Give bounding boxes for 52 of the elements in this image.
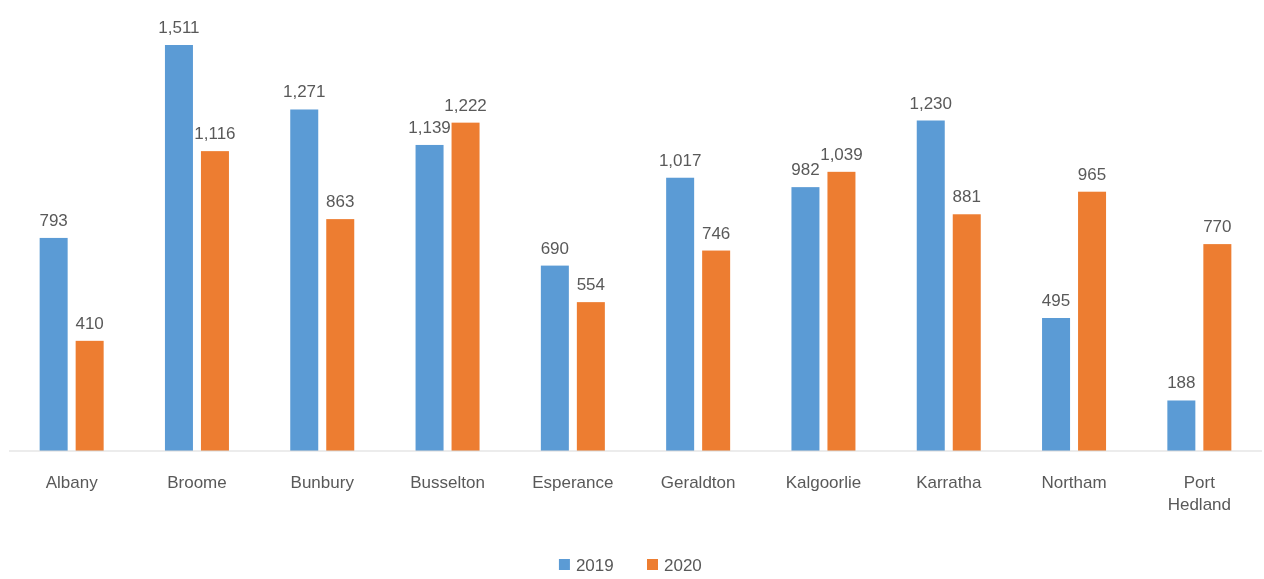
x-tick-label: Karratha <box>916 473 982 492</box>
legend-label: 2019 <box>575 556 614 575</box>
x-tick-label: Busselton <box>410 473 485 492</box>
bar <box>540 265 569 451</box>
bar <box>916 120 945 451</box>
bar <box>326 219 355 451</box>
legend-label: 2020 <box>664 556 702 575</box>
bar <box>451 122 480 451</box>
bar <box>200 151 229 451</box>
x-tick-label: Port Hedland <box>1167 473 1232 514</box>
bar <box>39 237 68 451</box>
data-label: 1,116 <box>194 124 236 144</box>
bar <box>1167 400 1196 451</box>
data-label: 982 <box>791 160 820 180</box>
data-label: 1,039 <box>820 144 863 164</box>
bar <box>702 250 731 451</box>
data-label: 965 <box>1077 164 1107 184</box>
bar <box>827 171 856 451</box>
data-label: 188 <box>1167 373 1196 393</box>
bar <box>791 187 820 451</box>
data-label: 1,222 <box>444 95 487 115</box>
bar <box>1042 318 1071 451</box>
x-tick-label: Broome <box>167 473 227 492</box>
bar <box>952 214 981 451</box>
data-label: 1,230 <box>909 93 953 113</box>
data-label: 410 <box>75 313 104 333</box>
data-label: 746 <box>701 223 731 243</box>
data-label: 495 <box>1041 291 1071 310</box>
bar <box>666 177 695 451</box>
x-tick-label: Kalgoorlie <box>785 473 862 492</box>
data-label: 881 <box>952 187 981 207</box>
bar <box>290 109 319 451</box>
bar <box>164 45 193 451</box>
bar <box>1203 244 1232 451</box>
x-tick-label: Albany <box>45 473 99 492</box>
bar <box>75 340 104 451</box>
x-tick-label: Northam <box>1041 473 1107 492</box>
data-label: 1,017 <box>658 150 702 170</box>
bar <box>415 144 444 451</box>
data-label: 1,139 <box>408 117 451 137</box>
data-label: 554 <box>576 275 606 295</box>
x-tick-label: Geraldton <box>660 473 736 492</box>
data-label: 770 <box>1203 217 1232 237</box>
data-label: 793 <box>39 210 68 230</box>
data-label: 690 <box>540 238 570 258</box>
data-label: 1,511 <box>158 18 200 37</box>
x-tick-label: Bunbury <box>290 473 355 492</box>
bar <box>576 302 605 451</box>
x-tick-label: Esperance <box>532 473 614 492</box>
data-label: 863 <box>326 192 355 212</box>
data-label: 1,271 <box>282 82 326 102</box>
bar <box>1078 191 1107 451</box>
